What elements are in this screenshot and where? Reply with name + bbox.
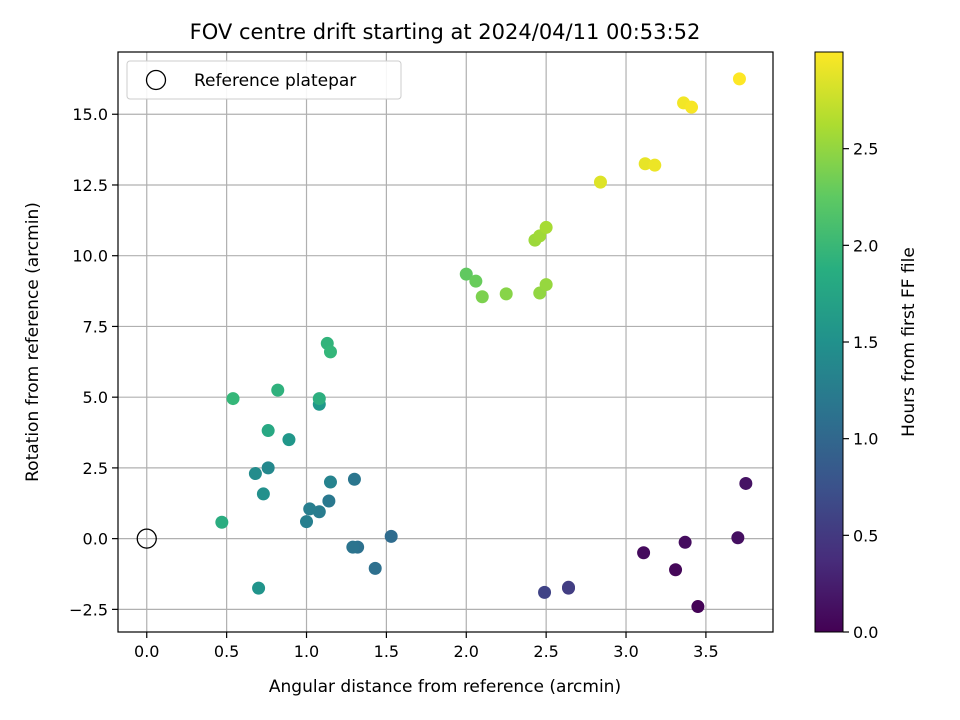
data-point [226,392,240,406]
x-tick-label: 2.0 [454,642,479,661]
data-point [685,100,699,114]
data-point [300,515,314,529]
data-point [499,287,513,301]
legend: Reference platepar [126,60,402,100]
data-point [593,175,607,189]
legend-label: Reference platepar [194,71,356,91]
data-point [732,72,746,86]
x-tick-label: 1.5 [374,642,399,661]
data-point [271,383,285,397]
data-point [215,515,229,529]
colorbar-gradient [814,51,844,633]
data-point [261,461,275,475]
y-tick-label: 15.0 [72,105,108,124]
data-point [475,290,489,304]
data-point [346,540,360,554]
y-tick-label: 7.5 [83,317,108,336]
data-point [678,535,692,549]
plot-frame [117,51,774,633]
y-tick-label: 12.5 [72,176,108,195]
colorbar-tick-label: 0.0 [853,623,878,642]
data-point [323,345,337,359]
data-point [638,157,652,171]
data-point [691,600,705,614]
data-point [368,561,382,575]
data-point [739,476,753,490]
y-tick-label: 5.0 [83,388,108,407]
colorbar-ticks: 0.0 0.5 1.0 1.5 2.0 2.5 [843,140,878,642]
y-tick-label: −2.5 [69,600,108,619]
x-axis-label: Angular distance from reference (arcmin) [269,677,621,697]
data-point [248,467,262,481]
colorbar-tick-label: 0.5 [853,526,878,545]
data-point [469,274,483,288]
reference-marker [136,528,157,549]
y-tick-label: 0.0 [83,530,108,549]
x-tick-label: 3.5 [693,642,718,661]
data-point [562,580,576,594]
chart-title: FOV centre drift starting at 2024/04/11 … [190,20,701,44]
colorbar: 0.0 0.5 1.0 1.5 2.0 2.5 Hours from first FF f… [814,51,919,642]
data-point [323,475,337,489]
y-tick-label: 2.5 [83,459,108,478]
x-tick-label: 0.0 [134,642,159,661]
x-tick-label: 2.5 [533,642,558,661]
colorbar-tick-label: 1.0 [853,430,878,449]
data-point [312,392,326,406]
data-points [215,72,753,614]
x-axis-ticks: 0.0 0.5 1.0 1.5 2.0 2.5 3.0 3.5 [134,632,719,661]
colorbar-tick-label: 2.5 [853,140,878,159]
colorbar-tick-label: 1.5 [853,333,878,352]
data-point [637,546,651,560]
legend-box [126,60,402,100]
data-point [252,581,266,595]
y-axis-ticks: −2.5 0.0 2.5 5.0 7.5 10.0 12.5 15.0 [69,105,118,619]
data-point [282,433,296,447]
data-point [459,267,473,281]
data-point [539,220,553,234]
grid-lines [118,52,773,632]
data-point [322,494,336,508]
y-axis-label: Rotation from reference (arcmin) [23,202,43,482]
x-tick-label: 3.0 [613,642,638,661]
data-point [538,585,552,599]
x-tick-label: 0.5 [214,642,239,661]
reference-platepar-marker [136,528,157,549]
x-tick-label: 1.0 [294,642,319,661]
data-point [347,472,361,486]
data-point [731,531,745,545]
y-tick-label: 10.0 [72,247,108,266]
data-point [539,278,553,292]
colorbar-label: Hours from first FF file [899,247,919,437]
legend-open-circle-icon [145,69,167,91]
data-point [648,158,662,172]
data-point [256,487,270,501]
colorbar-tick-label: 2.0 [853,236,878,255]
data-point [384,529,398,543]
data-point [303,502,317,516]
data-point [261,424,275,438]
data-point [669,563,683,577]
